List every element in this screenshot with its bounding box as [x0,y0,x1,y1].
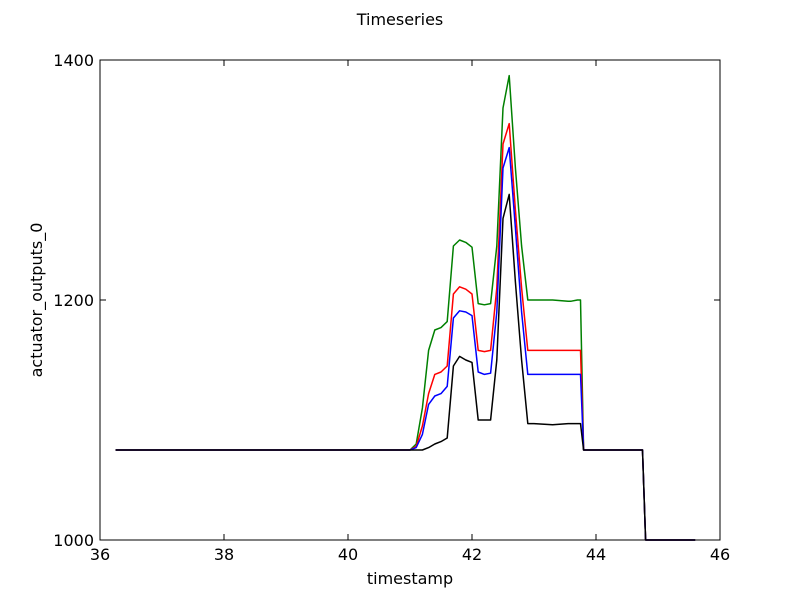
x-tick-label-0: 36 [90,545,110,564]
y-axis-label: actuator_outputs_0 [27,223,47,378]
x-tick-label-1: 38 [214,545,234,564]
series-line-1 [115,122,696,541]
chart-title: Timeseries [356,10,444,29]
series-layer [115,74,696,541]
x-tick-label-2: 40 [338,545,358,564]
series-line-2 [115,146,696,541]
x-tick-label-3: 42 [462,545,482,564]
x-tick-label-4: 44 [586,545,606,564]
series-line-3 [115,193,696,541]
x-tick-label-5: 46 [710,545,730,564]
y-tick-label-0: 1000 [53,531,94,550]
y-tick-label-2: 1400 [53,51,94,70]
tick-layer: 36 38 40 42 44 46 1000 1200 1400 [53,51,730,564]
y-tick-label-1: 1200 [53,291,94,310]
series-line-0 [115,74,696,541]
x-axis-label: timestamp [367,569,453,588]
